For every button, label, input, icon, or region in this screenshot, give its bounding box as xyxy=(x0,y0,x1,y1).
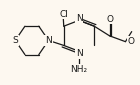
Text: S: S xyxy=(12,36,18,45)
Text: N: N xyxy=(76,49,82,58)
Text: Cl: Cl xyxy=(59,10,68,19)
Text: O: O xyxy=(106,15,113,24)
Text: N: N xyxy=(76,14,82,23)
Text: NH₂: NH₂ xyxy=(70,65,88,74)
Text: N: N xyxy=(45,36,52,45)
Text: O: O xyxy=(127,37,134,46)
